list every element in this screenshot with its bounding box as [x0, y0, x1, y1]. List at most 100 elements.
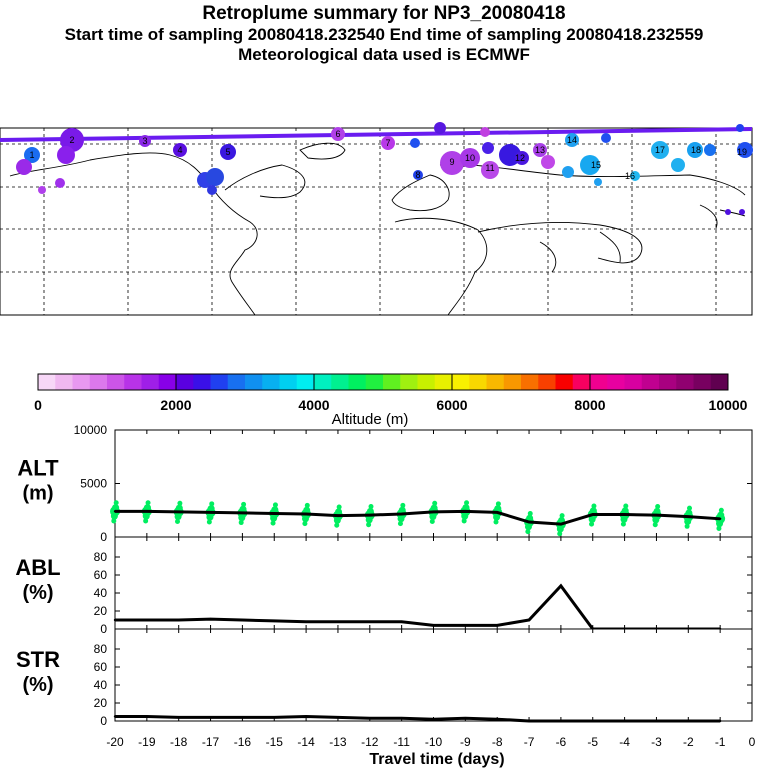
page-title: Retroplume summary for NP3_20080418 — [202, 3, 566, 24]
plume-marker-label: 8 — [415, 170, 420, 180]
altitude-particle — [623, 503, 629, 509]
colorbar-cell — [55, 374, 73, 390]
colorbar-tick-label: 10000 — [709, 397, 748, 413]
colorbar-cell — [383, 374, 401, 390]
x-tick-label: -6 — [556, 735, 567, 749]
plume-marker-label: 6 — [335, 129, 340, 139]
x-tick-label: -12 — [361, 735, 379, 749]
plume-marker — [331, 127, 345, 141]
plume-marker-label: 12 — [515, 153, 525, 163]
data-point — [432, 718, 435, 721]
colorbar-cell — [176, 374, 194, 390]
colorbar-cell — [210, 374, 229, 390]
data-point — [623, 719, 626, 723]
plume-marker — [220, 144, 236, 160]
x-tick-label: -3 — [651, 735, 662, 749]
data-point — [209, 511, 212, 514]
y-tick-label: 60 — [94, 660, 108, 674]
altitude-particle — [145, 500, 151, 506]
colorbar-cell — [193, 374, 211, 390]
x-tick-label: -20 — [106, 735, 124, 749]
plume-marker — [381, 136, 395, 150]
colorbar-cell — [417, 374, 436, 390]
x-tick-label: -19 — [138, 735, 156, 749]
y-axis-label: (%) — [22, 582, 53, 604]
altitude-particle — [238, 520, 244, 526]
data-point — [209, 617, 212, 621]
panel-frame — [114, 628, 753, 722]
plume-marker — [671, 158, 685, 172]
data-point — [496, 624, 499, 627]
data-point — [496, 511, 499, 514]
colorbar-cell — [693, 374, 712, 390]
data-point — [527, 719, 531, 723]
colorbar-cell — [89, 374, 108, 390]
altitude-colorbar: 0 2000 4000 6000 8000 10000 Altitude (m) — [34, 373, 748, 428]
data-point — [368, 620, 371, 623]
altitude-particle — [143, 518, 149, 524]
retroplume-map: 19 18 17 16 15 14 13 12 11 10 9 8 7 6 5 4 3 2 1 — [0, 122, 753, 316]
plume-marker — [725, 209, 731, 215]
altitude-particle — [112, 504, 120, 512]
altitude-particle — [687, 505, 692, 511]
altitude-particle — [366, 522, 372, 528]
altitude-particle — [653, 507, 661, 515]
data-point — [304, 512, 308, 516]
colorbar-cell — [607, 374, 625, 390]
plume-marker — [651, 141, 669, 159]
altitude-particle — [495, 501, 501, 507]
data-point — [655, 719, 658, 723]
plume-marker — [704, 144, 716, 156]
y-tick-label: 20 — [94, 604, 108, 618]
x-tick-label: -15 — [266, 735, 284, 749]
altitude-particle — [718, 507, 724, 513]
colorbar-cell — [624, 374, 643, 390]
data-point — [559, 719, 563, 723]
data-point — [400, 512, 403, 516]
x-tick-label: 0 — [749, 735, 756, 749]
colorbar-cell — [124, 374, 142, 390]
data-point — [464, 510, 467, 513]
colorbar-cell — [296, 374, 315, 390]
altitude-particle — [111, 518, 117, 524]
plume-marker — [687, 142, 703, 158]
data-point — [241, 511, 244, 515]
colorbar-cell — [521, 374, 539, 390]
plume-marker-label: 9 — [449, 157, 454, 167]
plume-marker-label: 18 — [691, 145, 701, 155]
plume-marker — [562, 166, 574, 178]
plume-marker — [594, 178, 602, 186]
y-axis-label: (m) — [22, 483, 53, 505]
data-point — [527, 618, 531, 622]
colorbar-cell — [641, 374, 660, 390]
altitude-particle — [270, 520, 276, 526]
data-point — [400, 620, 403, 623]
data-point — [336, 620, 340, 623]
plume-marker — [16, 159, 32, 175]
chart-panel: 80 60 40 20 0 STR(%) — [16, 628, 753, 728]
colorbar-cell — [434, 374, 453, 390]
plume-marker — [565, 133, 579, 147]
altitude-particle — [303, 506, 311, 514]
colorbar-cell — [348, 374, 367, 390]
altitude-particle — [271, 506, 279, 514]
colorbar-cell — [227, 374, 246, 390]
plume-markers: 19 18 17 16 15 14 13 12 11 10 9 8 7 6 5 4 3 2 1 — [16, 122, 753, 215]
y-tick-label: 0 — [100, 714, 107, 728]
plume-marker-label: 15 — [591, 160, 601, 170]
colorbar-cell — [158, 374, 177, 390]
plume-marker-label: 7 — [385, 138, 390, 148]
colorbar-cell — [331, 374, 349, 390]
colorbar-label: Altitude (m) — [332, 411, 409, 428]
data-point — [527, 520, 531, 524]
y-tick-label: 60 — [94, 568, 108, 582]
altitude-particle — [400, 502, 406, 508]
data-point — [559, 584, 563, 587]
plume-marker — [55, 178, 65, 188]
x-axis-label: Travel time (days) — [369, 751, 504, 768]
altitude-particle — [241, 501, 247, 507]
series-line — [115, 714, 721, 723]
colorbar-cell — [107, 374, 125, 390]
altitude-particle — [429, 518, 435, 524]
